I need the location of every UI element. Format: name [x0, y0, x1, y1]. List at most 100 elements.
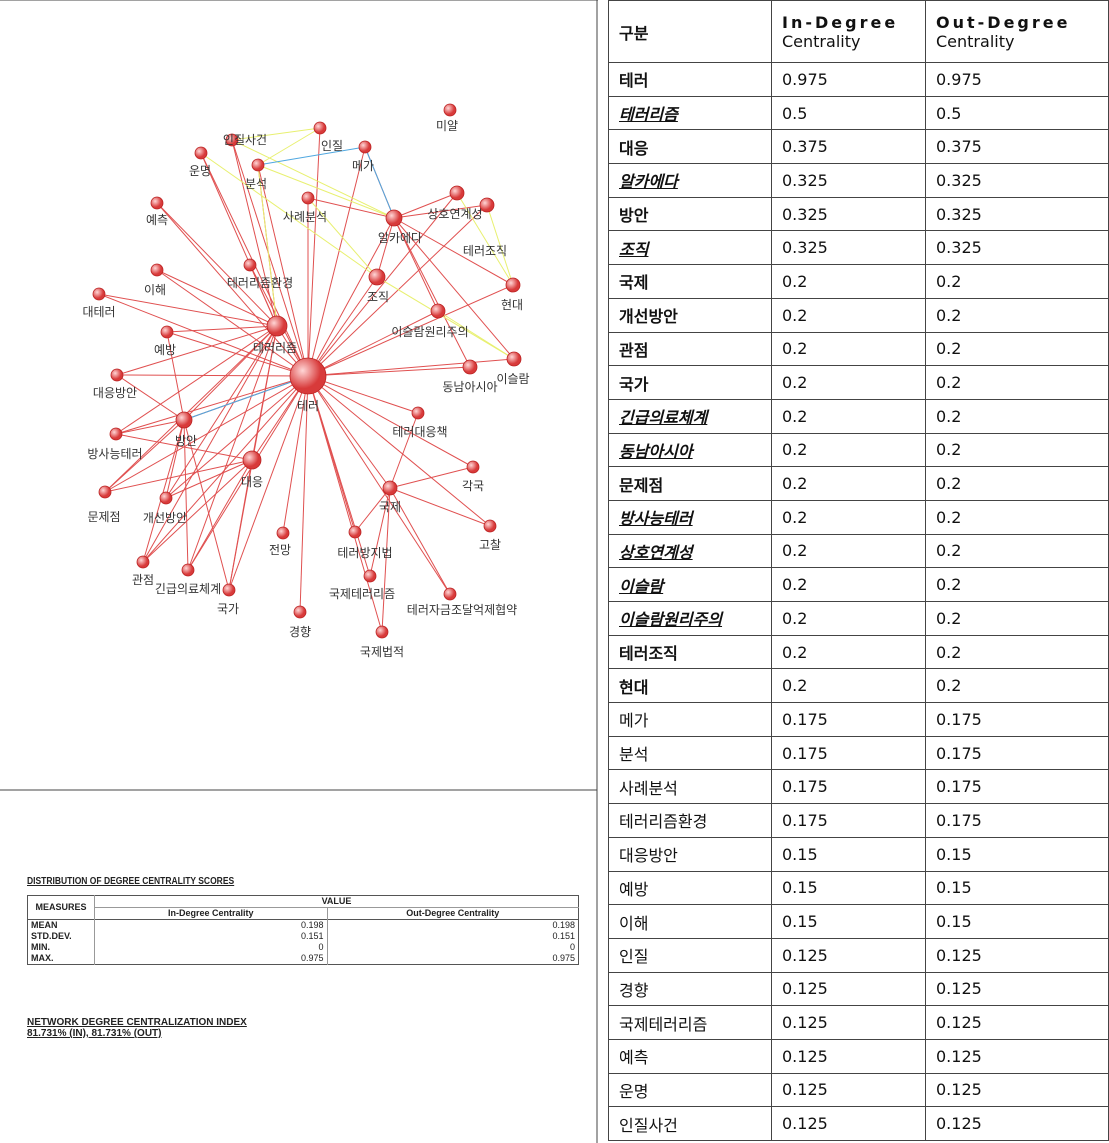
cell: 0.5: [771, 95, 926, 131]
edge: [307, 375, 474, 468]
edge: [231, 139, 309, 377]
node-label: 테러대응책: [392, 424, 447, 439]
header-line: Centrality: [782, 31, 861, 51]
table-row: 테러조직 0.2 0.2: [608, 634, 1109, 670]
table-row: 테러 0.975 0.975: [608, 62, 1109, 97]
table-row: 인질 0.125 0.125: [608, 937, 1109, 973]
edge: [307, 375, 491, 527]
cell: 0.325: [771, 230, 926, 266]
node: [136, 555, 150, 569]
cell: 0.125: [925, 1106, 1109, 1141]
edge: [393, 217, 515, 360]
node-label: 국제법적: [360, 645, 404, 659]
edge: [307, 310, 439, 377]
table-row: 관점 0.2 0.2: [608, 331, 1109, 367]
cell: 예측: [608, 1038, 772, 1074]
cell: 0.15: [925, 836, 1109, 872]
node-label: 분석: [245, 177, 267, 191]
node: [449, 185, 465, 201]
edge: [116, 325, 278, 376]
cell: 0.2: [771, 297, 926, 333]
node: [368, 268, 386, 286]
edge: [104, 375, 309, 493]
node-label: 운명: [189, 164, 211, 178]
node: [194, 146, 208, 160]
node: [313, 121, 327, 135]
header-row: 구분 In-Degree Centrality Out-Degree Centralit…: [608, 0, 1109, 63]
cell: 0.2: [771, 432, 926, 468]
node-label: 긴급의료체계: [155, 582, 221, 596]
edge: [231, 139, 278, 327]
cell: 현대: [608, 668, 772, 704]
node: [276, 526, 290, 540]
cell: 이해: [608, 904, 772, 939]
node: [110, 368, 124, 382]
node: [348, 525, 362, 539]
cell: 예방: [608, 870, 772, 906]
node: [358, 140, 372, 154]
table-row: 이해 0.15 0.15: [608, 904, 1109, 939]
node-label: 국가: [217, 602, 239, 616]
edge: [369, 487, 391, 577]
edge: [165, 325, 278, 499]
edge: [376, 217, 395, 278]
node-label: 테러자금조달억제협약: [407, 602, 517, 617]
cell: 경향: [608, 971, 772, 1007]
cell: 0.2: [771, 466, 926, 501]
edge: [251, 325, 278, 461]
edge: [381, 487, 391, 633]
header-line: Centrality: [936, 31, 1015, 51]
edge: [257, 164, 395, 219]
edge: [115, 375, 309, 435]
edge: [486, 204, 514, 286]
cell: 0.125: [925, 971, 1109, 1007]
node: [430, 303, 446, 319]
node: [150, 263, 164, 277]
table-row: 분석 0.175 0.175: [608, 735, 1109, 771]
header-cell: Out-Degree Centrality: [925, 0, 1109, 63]
node-label: 이슬람원리주의: [391, 325, 468, 339]
edge: [307, 366, 471, 377]
cell: 0.2: [925, 634, 1109, 670]
edge: [307, 146, 366, 377]
node-label: 상호연계성: [427, 207, 482, 221]
cell: 알카에다: [608, 163, 772, 198]
node: [289, 357, 327, 395]
cell: 0.2: [771, 533, 926, 569]
cell: 0.125: [925, 1038, 1109, 1074]
edge: [228, 459, 253, 591]
cell: 0.2: [771, 331, 926, 367]
node: [466, 460, 480, 474]
edge: [228, 375, 309, 591]
cell: 테러리즘환경: [608, 803, 772, 838]
table-row: 예측 0.125 0.125: [608, 1038, 1109, 1074]
table-row: 테러리즘 0.5 0.5: [608, 95, 1109, 131]
cell: 0.125: [925, 1072, 1109, 1108]
cell: In-Degree Centrality: [94, 907, 328, 920]
table-row: 방안 0.325 0.325: [608, 196, 1109, 232]
cell: 0.2: [925, 466, 1109, 501]
edge: [307, 375, 383, 633]
cell: 이슬람: [608, 567, 772, 602]
node-label: 고찰: [479, 538, 501, 552]
node: [443, 587, 457, 601]
edge: [156, 269, 309, 377]
cell: 0.175: [925, 769, 1109, 805]
edge: [307, 197, 378, 278]
table-row: 인질사건 0.125 0.125: [608, 1106, 1109, 1141]
cell: 0.375: [925, 129, 1109, 165]
cell: 이슬람원리주의: [608, 601, 772, 636]
node-label: 전망: [269, 543, 291, 557]
cell: 0.175: [771, 769, 926, 805]
edge: [282, 375, 309, 534]
edge: [307, 358, 515, 377]
cell: 0.15: [771, 904, 926, 939]
edge: [142, 459, 253, 563]
node: [506, 351, 522, 367]
cell: 개선방안: [608, 297, 772, 333]
table-row: 알카에다 0.325 0.325: [608, 163, 1109, 198]
table-row: 운명 0.125 0.125: [608, 1072, 1109, 1108]
edge: [183, 419, 189, 571]
edge: [389, 487, 491, 527]
edge: [115, 433, 253, 461]
